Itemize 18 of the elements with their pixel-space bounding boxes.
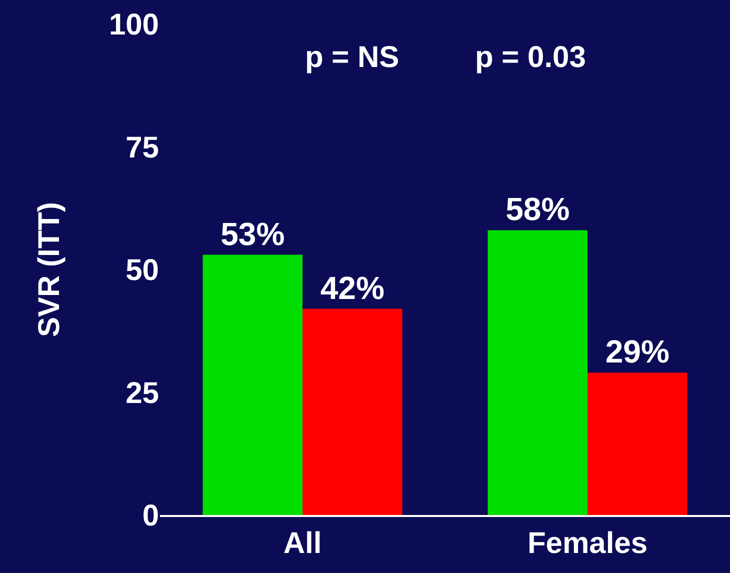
y-tick-label: 25 <box>126 376 159 410</box>
x-tick-label: All <box>283 527 322 560</box>
bar <box>588 372 688 515</box>
annotation: p = 0.03 <box>475 41 586 74</box>
y-tick-label: 0 <box>142 500 159 532</box>
bar <box>202 254 302 515</box>
y-tick-label: 100 <box>108 8 159 42</box>
bar <box>488 230 588 515</box>
data-label: 53% <box>220 216 285 252</box>
bar <box>302 308 402 515</box>
y-tick-label: 50 <box>126 254 159 287</box>
y-tick-label: 75 <box>126 131 159 164</box>
data-label: 58% <box>506 191 570 228</box>
data-label: 42% <box>320 270 384 306</box>
annotation: p = NS <box>305 41 400 74</box>
data-label: 29% <box>605 334 670 370</box>
x-tick-label: Females <box>527 527 648 560</box>
y-axis-title: SVR (ITT) <box>32 202 66 337</box>
